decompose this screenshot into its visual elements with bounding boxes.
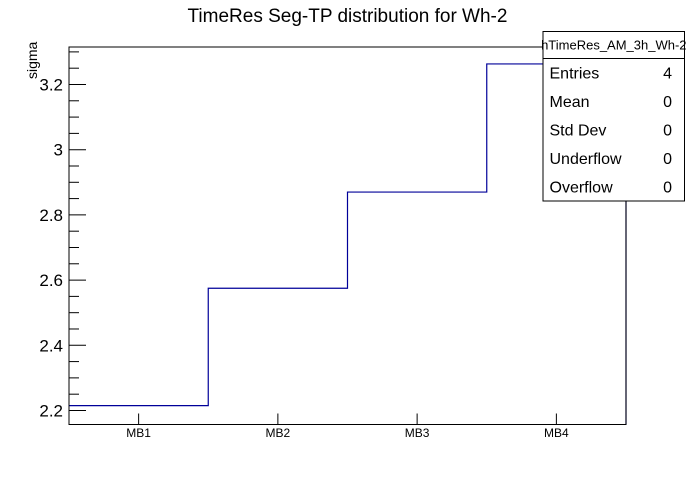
y-tick-label: 3 — [54, 141, 63, 160]
stats-box-title: hTimeRes_AM_3h_Wh-2 — [541, 38, 686, 53]
y-tick-label: 2.4 — [39, 336, 63, 355]
stats-row-label: Std Dev — [550, 122, 607, 139]
stats-row-value: 0 — [663, 151, 672, 168]
x-tick-label: MB3 — [405, 426, 430, 440]
chart-title: TimeRes Seg-TP distribution for Wh-2 — [188, 6, 508, 27]
axes-layer: 2.2 2.4 2.6 2.8 3 3.2 MB1 MB2 MB3 MB4 — [39, 51, 569, 440]
y-tick-label: 2.2 — [39, 401, 63, 420]
x-tick-label: MB4 — [544, 426, 569, 440]
stats-row-label: Underflow — [550, 151, 622, 168]
stats-row-label: Overflow — [550, 180, 614, 197]
stats-row-label: Entries — [550, 65, 600, 82]
x-tick-label: MB1 — [126, 426, 151, 440]
stats-row-value: 0 — [663, 180, 672, 197]
stats-row-value: 4 — [663, 65, 672, 82]
stats-row-label: Mean — [550, 94, 590, 111]
stats-rows: Entries 4 Mean 0 Std Dev 0 Underflow 0 Overflow 0 — [550, 65, 673, 196]
histogram-step-line — [69, 63, 627, 425]
y-tick-label: 2.8 — [39, 206, 63, 225]
stats-box-frame — [542, 31, 685, 202]
plot-frame — [68, 46, 627, 425]
y-axis-title: sigma — [24, 41, 40, 79]
y-tick-label: 2.6 — [39, 271, 63, 290]
series-layer — [69, 63, 627, 425]
stats-box: hTimeRes_AM_3h_Wh-2 Entries 4 Mean 0 Std Dev… — [541, 31, 687, 202]
x-tick-label: MB2 — [266, 426, 291, 440]
y-tick-label: 3.2 — [39, 75, 63, 94]
stats-row-value: 0 — [663, 94, 672, 111]
stats-row-value: 0 — [663, 122, 672, 139]
